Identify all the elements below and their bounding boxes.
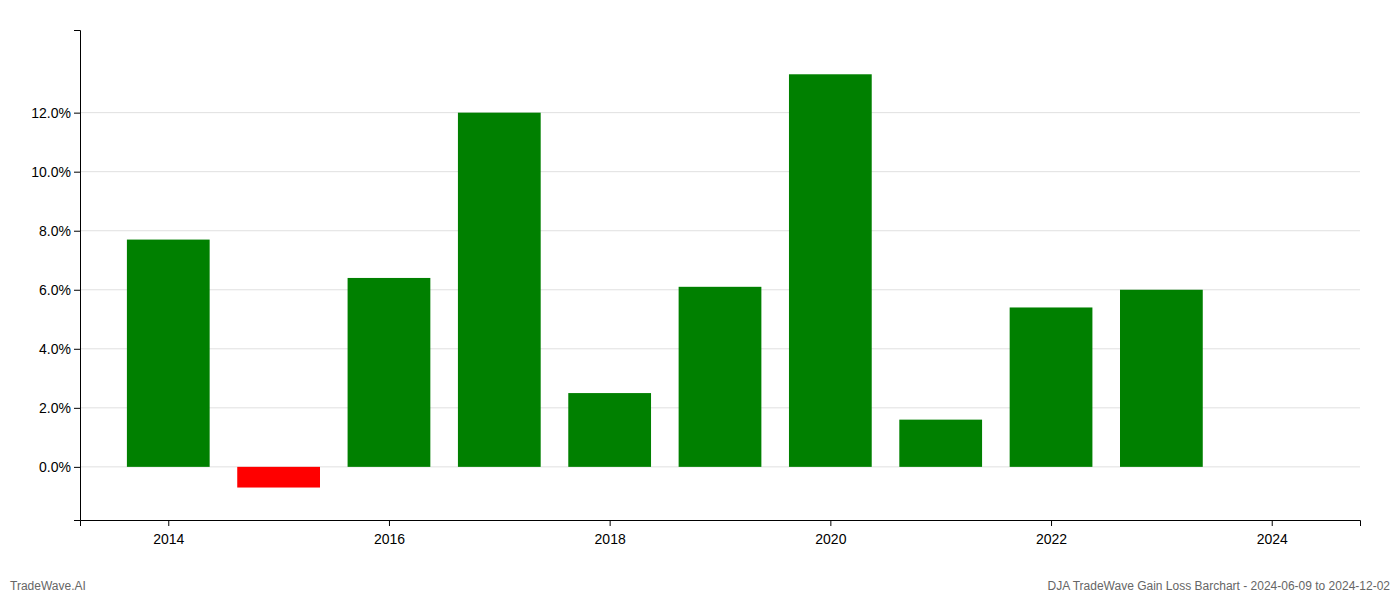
bar <box>458 113 541 467</box>
x-tick-mark <box>389 520 390 526</box>
bar <box>1120 290 1203 467</box>
bar <box>899 420 982 467</box>
x-tick: 2018 <box>595 520 626 547</box>
y-tick: 12.0% <box>31 105 80 121</box>
y-tick: 4.0% <box>39 341 80 357</box>
y-tick-mark <box>74 172 80 173</box>
y-tick: 2.0% <box>39 400 80 416</box>
x-tick-label: 2024 <box>1257 531 1288 547</box>
bar <box>127 240 210 467</box>
y-tick: 6.0% <box>39 282 80 298</box>
title: DJA TradeWave Gain Loss Barchart - 2024-… <box>1048 579 1391 593</box>
chart: 2014 2016 2018 2020 2022 2024 0.0% 2.0% 4.0% 6.0%… <box>0 0 1400 600</box>
bar <box>568 393 651 467</box>
x-tick: 2020 <box>815 520 846 547</box>
y-tick-label: 0.0% <box>39 459 71 475</box>
grid-line <box>80 112 1360 113</box>
x-tick-label: 2020 <box>815 531 846 547</box>
x-tick-mark <box>168 520 169 526</box>
y-tick-mark <box>74 113 80 114</box>
x-axis: 2014 2016 2018 2020 2022 2024 <box>81 520 1361 547</box>
y-tick-label: 10.0% <box>31 164 71 180</box>
grid-line <box>80 230 1360 231</box>
y-tick-label: 4.0% <box>39 341 71 357</box>
y-tick-mark <box>74 231 80 232</box>
x-tick-mark <box>610 520 611 526</box>
x-tick: 2022 <box>1036 520 1067 547</box>
x-tick-label: 2016 <box>374 531 405 547</box>
y-axis-line <box>74 31 81 521</box>
x-tick-label: 2018 <box>595 531 626 547</box>
x-tick-mark <box>1272 520 1273 526</box>
y-tick-label: 12.0% <box>31 105 71 121</box>
bar <box>1010 307 1093 466</box>
y-tick-mark <box>74 467 80 468</box>
y-tick-label: 6.0% <box>39 282 71 298</box>
x-tick: 2014 <box>153 520 184 547</box>
y-tick-mark <box>74 408 80 409</box>
y-tick-mark <box>74 290 80 291</box>
y-tick-label: 2.0% <box>39 400 71 416</box>
x-tick-label: 2022 <box>1036 531 1067 547</box>
bar <box>789 74 872 467</box>
bar <box>237 467 320 488</box>
y-tick-mark <box>74 349 80 350</box>
bar <box>348 278 431 467</box>
bar <box>679 287 762 467</box>
bars <box>127 74 1203 487</box>
x-axis-line <box>81 521 1361 527</box>
y-axis: 0.0% 2.0% 4.0% 6.0% 8.0% 10.0% 12.0% <box>31 31 80 521</box>
x-tick-label: 2014 <box>153 531 184 547</box>
x-tick: 2024 <box>1257 520 1288 547</box>
x-tick-mark <box>830 520 831 526</box>
x-tick: 2016 <box>374 520 405 547</box>
y-tick-label: 8.0% <box>39 223 71 239</box>
x-tick-mark <box>1051 520 1052 526</box>
y-tick: 8.0% <box>39 223 80 239</box>
y-tick: 10.0% <box>31 164 80 180</box>
grid <box>80 113 1360 467</box>
watermark: TradeWave.AI <box>10 579 86 593</box>
grid-line <box>80 171 1360 172</box>
y-tick: 0.0% <box>39 459 80 475</box>
